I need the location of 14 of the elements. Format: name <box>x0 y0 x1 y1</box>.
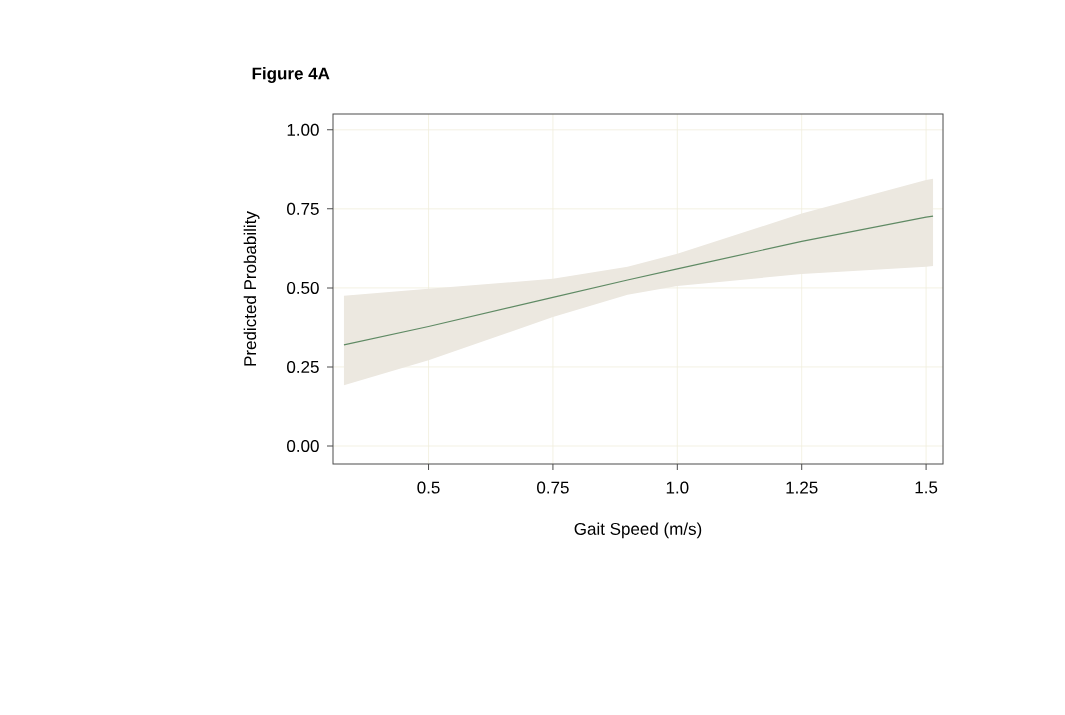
x-axis-title: Gait Speed (m/s) <box>574 522 702 539</box>
x-tick-label: 1.25 <box>786 481 818 494</box>
line-series <box>343 215 934 346</box>
y-tick-label: 0.75 <box>287 202 319 215</box>
chart-title: Figure 4A <box>252 67 330 83</box>
y-tick-label: 0.25 <box>287 360 319 373</box>
y-axis-title: Predicted Probability <box>243 211 260 366</box>
x-tick-label: 1.0 <box>666 481 689 494</box>
x-tick-label: 0.75 <box>537 481 569 494</box>
y-tick-label: 0.00 <box>287 439 319 453</box>
y-tick-label: 0.50 <box>287 281 319 294</box>
y-tick-label: 1.00 <box>287 123 319 136</box>
x-tick-label: 0.5 <box>417 481 440 494</box>
x-tick-label: 1.5 <box>915 481 938 494</box>
